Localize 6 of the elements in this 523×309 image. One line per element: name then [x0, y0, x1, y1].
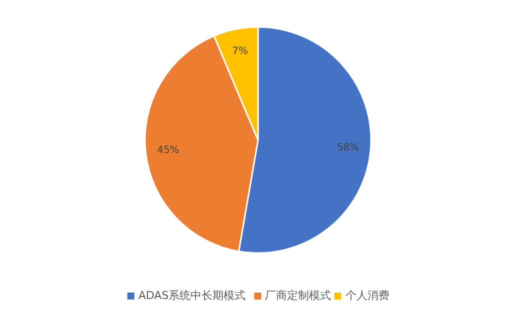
legend-label: 厂商定制模式: [265, 289, 332, 302]
legend-label: 个人消费: [345, 289, 390, 302]
data-label: 58%: [336, 142, 360, 154]
legend-label: ADAS系统中长期模式: [138, 289, 246, 302]
data-label: 45%: [157, 145, 180, 156]
data-label: 7%: [232, 46, 248, 58]
